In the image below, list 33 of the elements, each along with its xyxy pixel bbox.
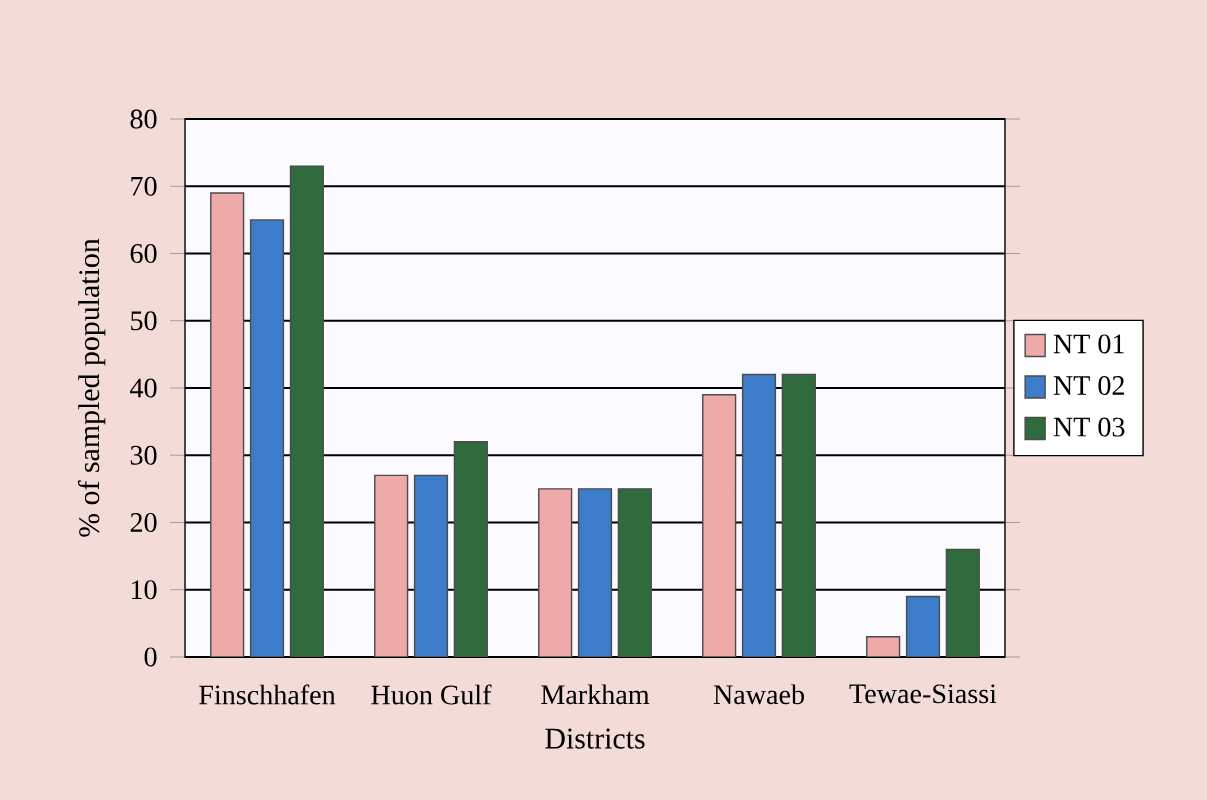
x-tick-label: Nawaeb — [713, 684, 804, 705]
legend-label: NT 03 — [1053, 417, 1125, 437]
bar — [905, 595, 941, 657]
y-tick-label: 20 — [130, 513, 157, 532]
y-tick-label: 40 — [130, 378, 157, 398]
bar — [249, 219, 285, 657]
bar — [210, 192, 245, 657]
bar — [577, 488, 613, 657]
x-tick-label: Finschhafen — [199, 684, 336, 705]
x-axis-title: Districts — [545, 728, 645, 749]
y-tick-label: 10 — [131, 580, 157, 600]
bar — [741, 373, 777, 657]
bar — [413, 474, 449, 657]
y-tick-label: 30 — [130, 445, 157, 465]
x-tick-label: Markham — [541, 684, 650, 705]
x-tick-label: Tewae-Siassi — [849, 684, 997, 704]
bar — [374, 474, 409, 657]
y-tick-label: 60 — [130, 244, 157, 263]
x-tick-label: Huon Gulf — [371, 684, 492, 705]
y-axis-title: % of sampled population — [77, 238, 106, 537]
y-tick-label: 0 — [144, 647, 157, 667]
bar — [617, 488, 652, 657]
bar — [702, 394, 737, 657]
bar — [289, 165, 324, 657]
bar — [781, 373, 816, 657]
bar — [538, 488, 573, 657]
y-tick-label: 80 — [130, 109, 157, 129]
bar — [945, 548, 980, 657]
legend-label: NT 01 — [1053, 334, 1124, 354]
y-tick-label: 50 — [131, 311, 157, 331]
bar — [453, 441, 488, 657]
legend-label: NT 02 — [1053, 376, 1124, 395]
y-tick-label: 70 — [131, 176, 157, 196]
